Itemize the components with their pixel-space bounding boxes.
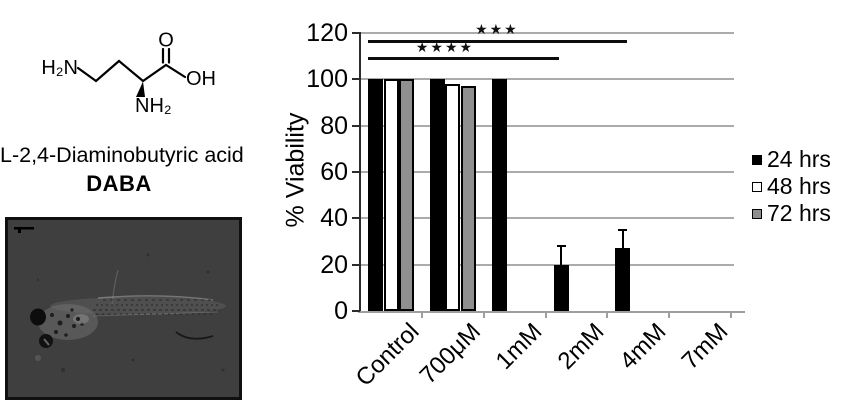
- y-tick-label: 20: [320, 250, 348, 279]
- bond-lines: [76, 47, 187, 83]
- y-tick-label: 80: [320, 111, 348, 140]
- error-bar-stem: [560, 246, 562, 265]
- otic-dot: [76, 317, 80, 321]
- bar-24-hrs-2mm: [553, 264, 569, 311]
- zebrafish-larva-drawing: [14, 227, 226, 372]
- blob-highlight: [43, 338, 50, 346]
- chemical-structure: H₂N O OH NH₂: [41, 30, 216, 118]
- bar-72-hrs-control: [399, 79, 414, 311]
- significance-line-1: [368, 39, 628, 43]
- y-axis-line: [359, 32, 361, 313]
- larva-head-yolk: [38, 304, 98, 340]
- compound-abbreviation: DABA: [86, 171, 152, 196]
- significance-stars-1: ★★★: [475, 22, 519, 39]
- scale-bar: [14, 227, 34, 230]
- significance-stars-2: ★★★★: [415, 39, 475, 56]
- zebrafish-micrograph: [5, 217, 242, 400]
- error-bar-cap: [556, 245, 566, 248]
- bar-72-hrs-700-m: [460, 86, 476, 311]
- gridline: [360, 78, 734, 81]
- ventral-edge: [92, 311, 219, 317]
- x-tick-label-4mm: 4mM: [614, 318, 672, 375]
- x-axis-tick: [668, 313, 671, 318]
- curved-fin-line: [175, 331, 214, 340]
- legend-label-24-hrs: 24 hrs: [767, 146, 831, 172]
- y-tick-label: 40: [320, 204, 348, 233]
- x-tick-label-700-m: 700μM: [414, 318, 486, 390]
- x-axis-tick: [482, 313, 485, 318]
- bar-24-hrs-1mm: [491, 79, 507, 311]
- scale-bar-tick: [18, 229, 21, 233]
- x-tick-label-2mm: 2mM: [552, 318, 610, 375]
- y-axis-tick: [352, 217, 360, 220]
- atom-label-nh2: NH₂: [135, 95, 172, 117]
- debris-specks: [36, 253, 225, 372]
- y-tick-label: 60: [320, 158, 348, 186]
- gridline: [360, 124, 734, 127]
- larva-eye: [30, 308, 46, 326]
- y-axis-tick: [352, 171, 360, 173]
- x-axis-line: [358, 311, 745, 313]
- myotome-striations: [93, 299, 220, 315]
- y-tick-label: 100: [306, 65, 348, 94]
- bar-48-hrs-control: [383, 79, 399, 311]
- bar-24-hrs-control: [368, 79, 383, 311]
- chart-legend: 24 hrs 48 hrs 72 hrs: [752, 146, 831, 227]
- x-axis-tick: [420, 313, 423, 318]
- error-bar-cap: [618, 228, 628, 231]
- legend-label-72-hrs: 72 hrs: [767, 200, 831, 226]
- bar-24-hrs-700-m: [429, 79, 445, 311]
- atom-label-oh: OH: [186, 68, 216, 90]
- gridline: [360, 263, 734, 266]
- bar-48-hrs-700-m: [445, 83, 461, 311]
- y-axis-tick: [352, 310, 360, 312]
- atom-label-h2n: H₂N: [41, 57, 78, 79]
- stereo-wedge-bond: [136, 81, 145, 97]
- x-axis-tick: [544, 313, 547, 318]
- significance-line-2: [368, 57, 559, 61]
- y-axis-tick: [352, 124, 360, 127]
- x-axis-tick: [606, 313, 609, 318]
- legend-marker-24-hrs: [752, 154, 762, 165]
- legend-marker-72-hrs: [752, 208, 762, 219]
- legend-label-48-hrs: 48 hrs: [767, 173, 831, 199]
- faint-spot: [35, 355, 41, 361]
- y-axis-tick: [352, 78, 360, 81]
- y-axis-tick: [352, 263, 360, 266]
- error-bar-stem: [622, 229, 624, 249]
- legend-row-48-hrs: 48 hrs: [752, 173, 831, 200]
- compound-name: L-2,4-Diaminobutyric acid: [0, 143, 244, 167]
- x-tick-label-control: Control: [350, 318, 425, 392]
- x-tick-label-7mm: 7mM: [676, 318, 734, 375]
- y-tick-label: 0: [334, 297, 348, 325]
- legend-marker-48-hrs: [752, 181, 762, 192]
- gridline: [360, 171, 734, 173]
- gridline: [360, 217, 734, 220]
- x-tick-label-1mm: 1mM: [490, 318, 548, 375]
- bar-24-hrs-4mm: [615, 248, 631, 311]
- legend-row-72-hrs: 72 hrs: [752, 200, 831, 227]
- y-axis-tick: [352, 32, 360, 34]
- gridline: [360, 32, 734, 34]
- legend-row-24-hrs: 24 hrs: [752, 146, 831, 173]
- wisp-line: [111, 269, 119, 306]
- atom-label-o: O: [158, 30, 174, 52]
- x-axis-tick: [730, 313, 732, 318]
- y-tick-label: 120: [306, 19, 348, 47]
- dorsal-edge: [97, 295, 214, 301]
- jaw-region: [73, 314, 89, 324]
